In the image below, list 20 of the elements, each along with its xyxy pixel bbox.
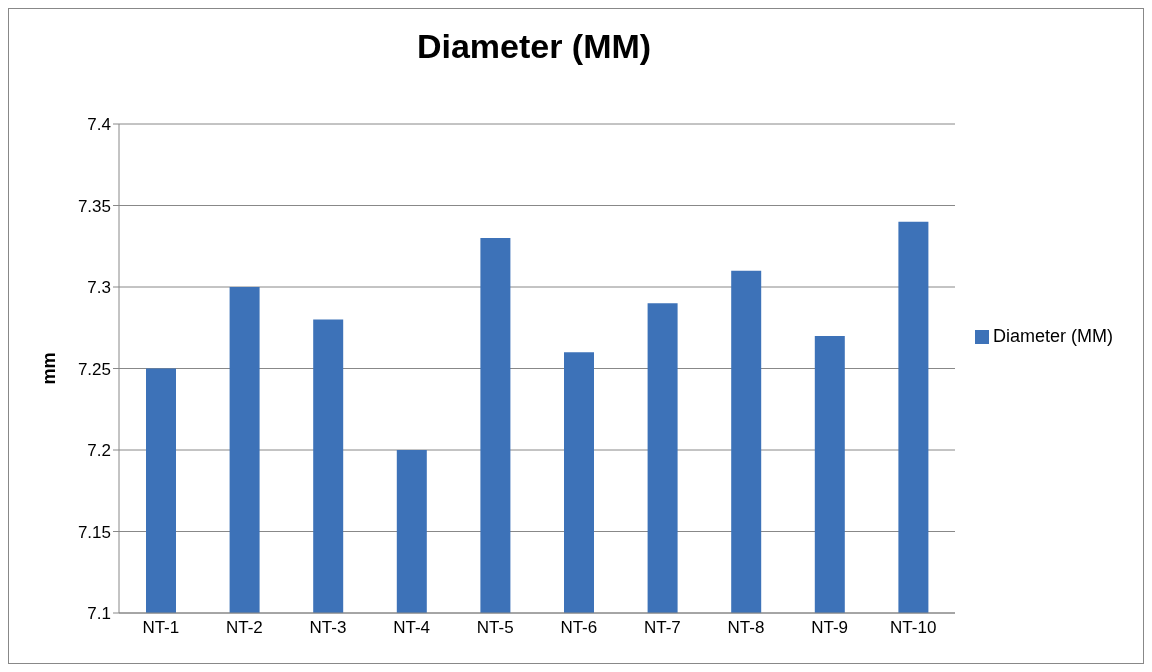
y-tick-label: 7.35 <box>77 196 111 216</box>
y-tick-label: 7.15 <box>77 522 111 542</box>
y-tick-label: 7.4 <box>87 115 111 135</box>
x-tick-label: NT-10 <box>890 618 937 638</box>
x-tick-label: NT-7 <box>643 618 681 638</box>
y-axis-title: mm <box>39 352 60 385</box>
chart-title: Diameter (MM) <box>415 27 653 66</box>
x-tick-label: NT-8 <box>727 618 765 638</box>
x-tick-label: NT-3 <box>309 618 347 638</box>
legend-label: Diameter (MM) <box>993 325 1113 346</box>
y-tick-label: 7.1 <box>87 604 111 624</box>
x-tick-label: NT-6 <box>560 618 598 638</box>
y-tick-label: 7.25 <box>77 359 111 379</box>
x-tick-label: NT-9 <box>811 618 849 638</box>
x-tick-label: NT-5 <box>476 618 514 638</box>
x-tick-label: NT-4 <box>393 618 431 638</box>
y-tick-label: 7.3 <box>87 278 111 298</box>
x-tick-label: NT-2 <box>225 618 263 638</box>
x-tick-label: NT-1 <box>142 618 180 638</box>
y-tick-label: 7.2 <box>87 441 111 461</box>
